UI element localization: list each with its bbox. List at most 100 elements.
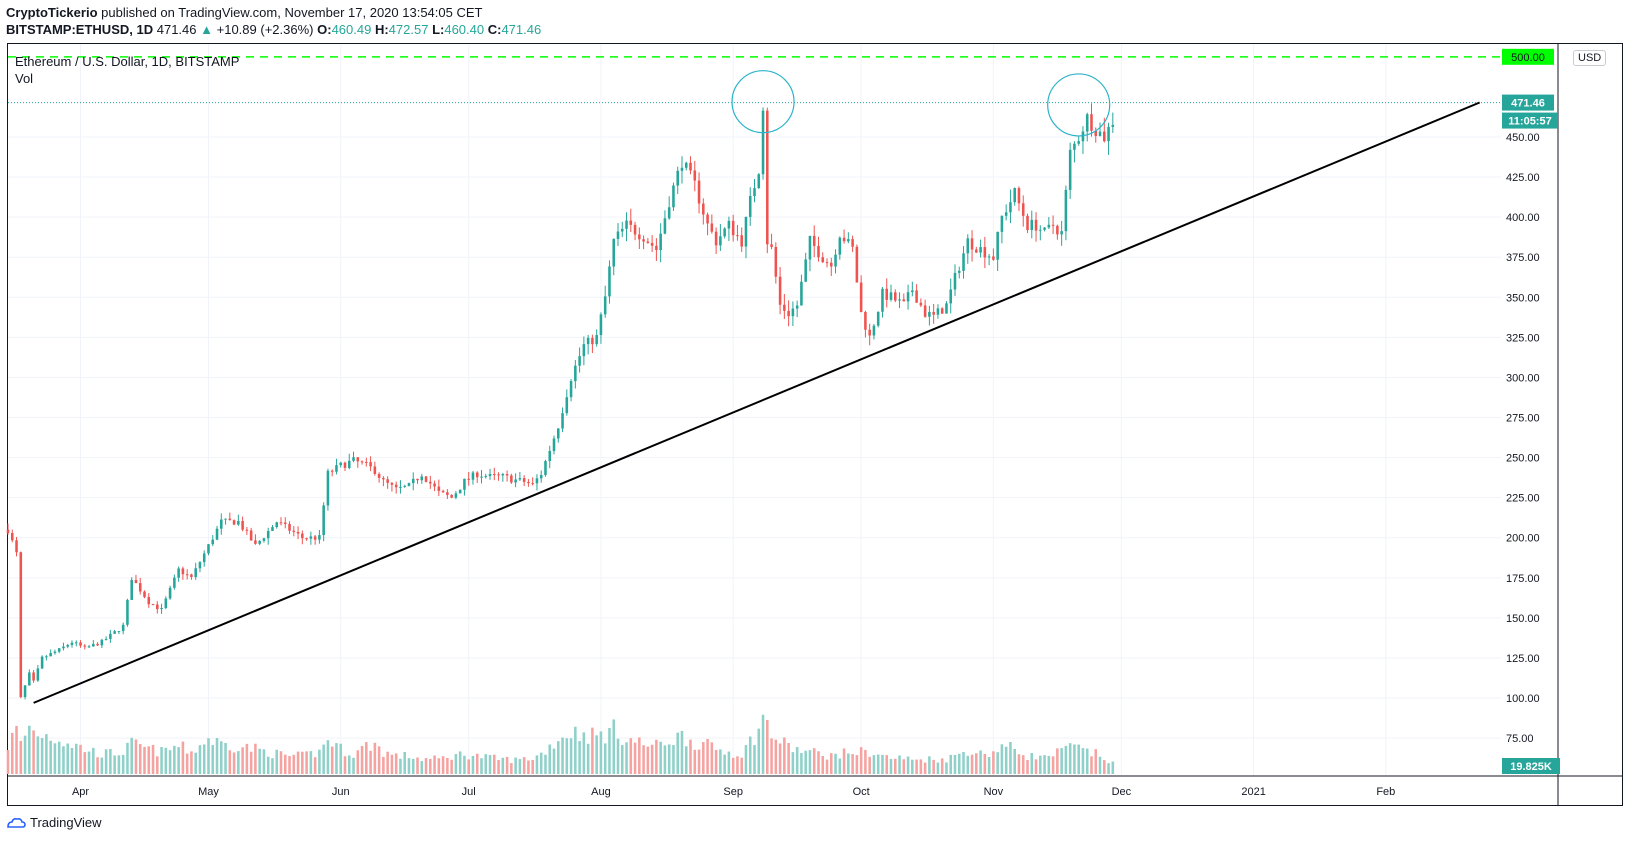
candle-body bbox=[96, 643, 99, 646]
candle-body bbox=[322, 505, 325, 536]
author-name[interactable]: CryptoTickerio bbox=[6, 5, 98, 20]
volume-bar bbox=[403, 751, 406, 774]
highlight-circle[interactable] bbox=[731, 70, 795, 134]
candle-body bbox=[876, 311, 880, 326]
volume-bar bbox=[501, 757, 505, 774]
volume-bar bbox=[1060, 748, 1063, 774]
candle-body bbox=[6, 529, 10, 534]
volume-bar bbox=[70, 748, 74, 774]
candle-body bbox=[356, 457, 360, 462]
volume-bar bbox=[928, 756, 931, 774]
candle-body bbox=[23, 685, 27, 698]
volume-bar bbox=[650, 744, 654, 774]
price-tick-label: 400.00 bbox=[1506, 212, 1540, 224]
candle-body bbox=[1043, 227, 1046, 230]
volume-bar bbox=[556, 741, 560, 774]
candle-body bbox=[245, 529, 249, 531]
publish-text: published on TradingView.com, November 1… bbox=[101, 5, 483, 20]
volume-bar bbox=[151, 744, 155, 774]
price-tick-label: 450.00 bbox=[1506, 132, 1540, 144]
volume-bar bbox=[450, 759, 453, 774]
close-value: 471.46 bbox=[501, 22, 542, 37]
volume-bar bbox=[612, 719, 616, 774]
candle-body bbox=[962, 253, 965, 271]
candle-body bbox=[493, 474, 496, 476]
candle-body bbox=[932, 311, 935, 315]
volume-bar bbox=[646, 746, 650, 774]
candle-body bbox=[1056, 225, 1059, 235]
candle-body bbox=[130, 579, 133, 600]
candle-body bbox=[79, 642, 82, 646]
candle-body bbox=[748, 195, 752, 217]
volume-bar bbox=[301, 751, 304, 774]
candle-body bbox=[629, 220, 633, 225]
price-axis[interactable]: 75.00 100.00 125.00 150.00 175.00 200.00 225.0… bbox=[1506, 132, 1540, 745]
volume-bar bbox=[215, 738, 219, 774]
candle-body bbox=[138, 583, 142, 592]
volume-bar bbox=[360, 745, 364, 774]
volume-bar bbox=[510, 763, 513, 774]
volume-bar bbox=[898, 755, 901, 774]
ascending-trendline[interactable] bbox=[33, 101, 1481, 704]
volume-bar bbox=[237, 751, 240, 774]
candle-body bbox=[1021, 203, 1025, 216]
volume-bar bbox=[808, 750, 812, 774]
tradingview-brand[interactable]: TradingView bbox=[30, 815, 102, 830]
candle-body bbox=[343, 462, 347, 468]
volume-bar bbox=[987, 757, 991, 774]
volume-bar bbox=[207, 738, 210, 774]
candle-body bbox=[1090, 114, 1093, 131]
volume-bar bbox=[804, 750, 807, 774]
candle-body bbox=[889, 292, 893, 300]
footer: TradingView bbox=[6, 815, 102, 830]
currency-button[interactable]: USD bbox=[1573, 50, 1607, 66]
volume-bar bbox=[28, 725, 31, 774]
volume-bar bbox=[812, 748, 816, 774]
candle-body bbox=[28, 672, 31, 686]
candle-body bbox=[352, 457, 355, 461]
volume-bar bbox=[893, 758, 897, 774]
volume-bar bbox=[53, 743, 57, 774]
volume-bar bbox=[117, 755, 121, 774]
last-price-label-bg bbox=[1502, 94, 1554, 111]
volume-bar bbox=[326, 740, 330, 774]
candle-body bbox=[437, 486, 441, 491]
volume-bar bbox=[433, 755, 436, 774]
candle-body bbox=[66, 645, 69, 647]
volume-bar bbox=[795, 747, 799, 774]
candle-body bbox=[1068, 149, 1072, 190]
candle-body bbox=[15, 540, 18, 553]
volume-bar bbox=[744, 745, 748, 774]
candle-body bbox=[923, 305, 927, 317]
candle-body bbox=[147, 597, 151, 605]
highlight-circle[interactable] bbox=[1047, 73, 1111, 137]
candle-body bbox=[957, 270, 961, 273]
candle-body bbox=[318, 535, 321, 540]
volume-bar bbox=[292, 754, 296, 774]
volume-bar bbox=[561, 737, 564, 774]
high-label: H: bbox=[374, 22, 389, 37]
volume-bar bbox=[497, 760, 500, 774]
candle-body bbox=[92, 643, 95, 647]
candle-body bbox=[638, 234, 641, 240]
volume-value-label: 19.825K bbox=[1510, 761, 1552, 773]
volume-bar bbox=[467, 759, 470, 774]
volume-bar bbox=[710, 742, 714, 774]
header: CryptoTickerio published on TradingView.… bbox=[6, 4, 541, 38]
candle-body bbox=[126, 599, 129, 625]
price-tick-label: 125.00 bbox=[1506, 653, 1540, 665]
volume-bar bbox=[527, 760, 530, 774]
volume-bar bbox=[970, 754, 974, 774]
volume-bar bbox=[365, 742, 368, 774]
candle-body bbox=[1081, 131, 1085, 142]
candle-body bbox=[420, 476, 424, 481]
volume-bar bbox=[505, 756, 509, 774]
candle-body bbox=[642, 239, 645, 242]
candle-body bbox=[424, 476, 428, 482]
candle-body bbox=[625, 220, 628, 229]
candle-body bbox=[505, 474, 509, 476]
time-axis[interactable]: Apr May Jun Jul Aug Sep Oct Nov Dec 2021 Feb bbox=[72, 786, 1395, 798]
candle-body bbox=[723, 228, 726, 237]
candle-body bbox=[898, 299, 901, 301]
